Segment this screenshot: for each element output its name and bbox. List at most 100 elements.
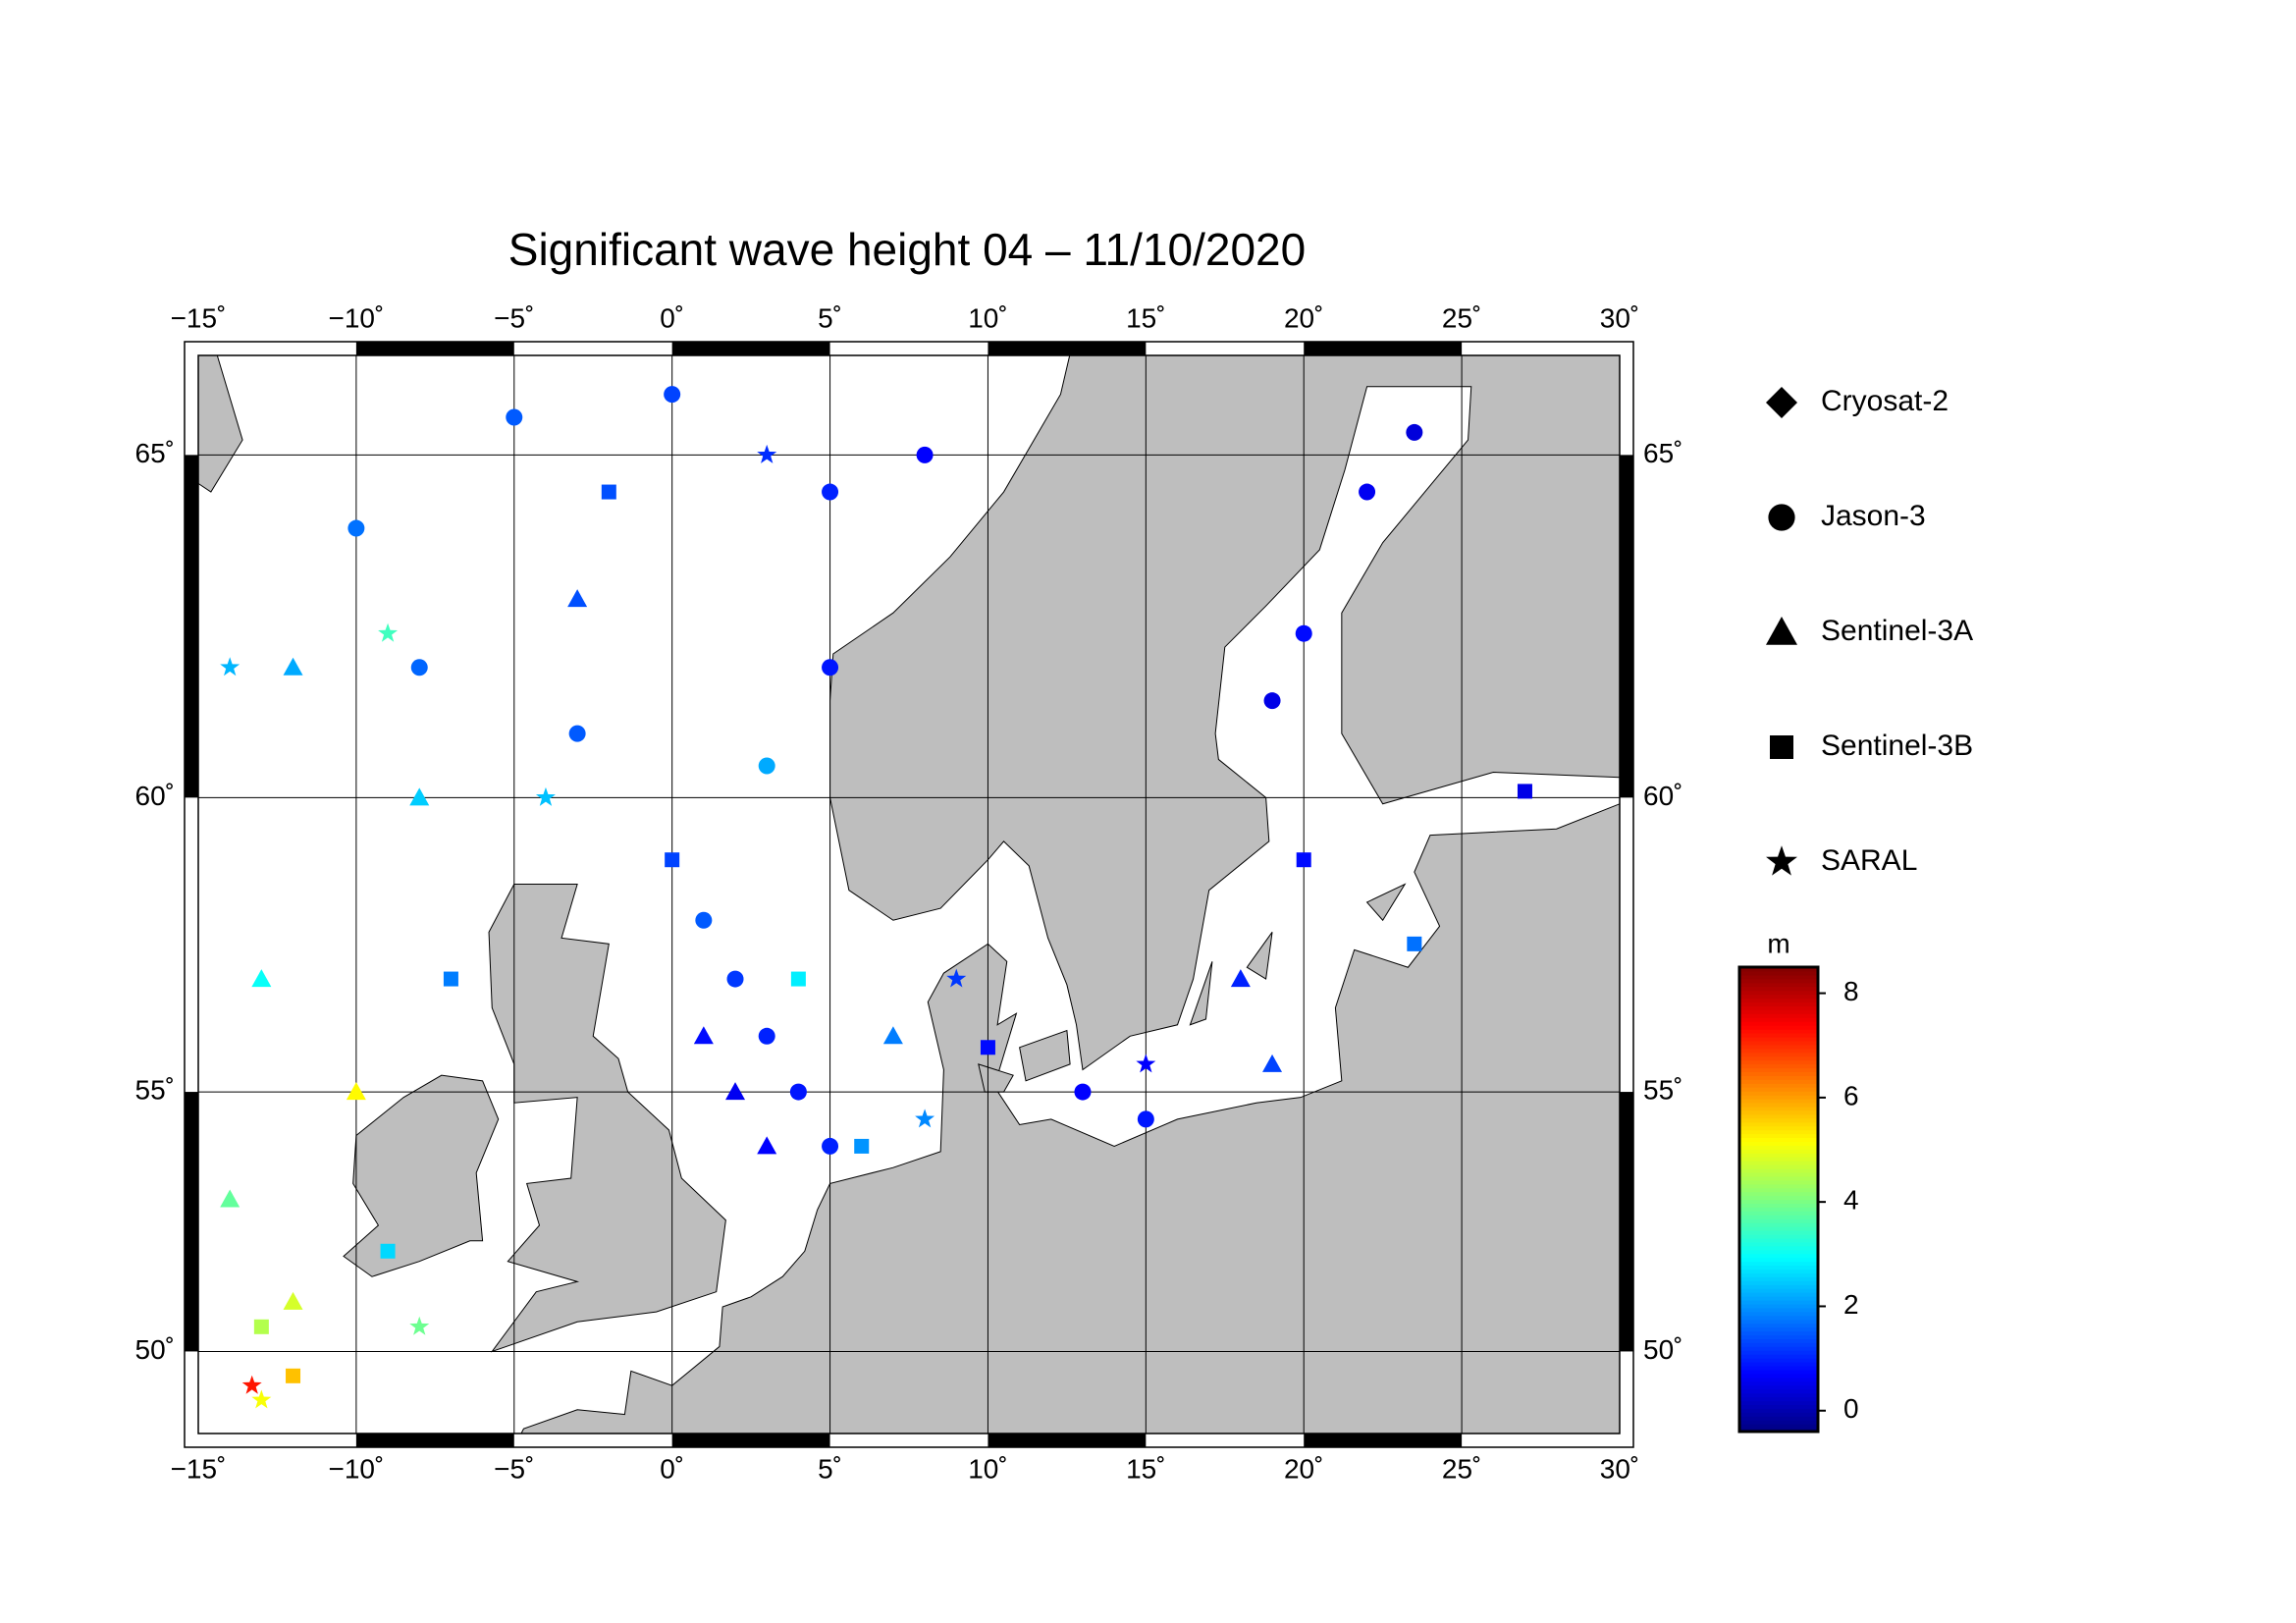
colorbar-cell	[1739, 1063, 1818, 1069]
marker	[220, 1189, 240, 1208]
colorbar-cell	[1739, 974, 1818, 980]
colorbar-cell	[1739, 1175, 1818, 1181]
legend-marker	[1766, 845, 1797, 876]
colorbar-tick-label: 8	[1843, 976, 1859, 1006]
frame-band	[355, 1434, 514, 1447]
x-tick-label: 0˚	[660, 1453, 684, 1484]
marker	[220, 657, 240, 676]
marker	[283, 1291, 303, 1310]
x-tick-label: 15˚	[1126, 1453, 1165, 1484]
colorbar-cell	[1739, 1420, 1818, 1425]
colorbar-cell	[1739, 1079, 1818, 1084]
x-tick-label: 30˚	[1600, 302, 1639, 333]
marker	[1296, 852, 1311, 868]
marker	[790, 971, 806, 987]
colorbar-cell	[1739, 1373, 1818, 1379]
colorbar-cell	[1739, 1303, 1818, 1309]
legend-label: Cryosat-2	[1821, 385, 1949, 417]
marker	[251, 1389, 272, 1409]
colorbar-cell	[1739, 1416, 1818, 1421]
x-tick-label: −15˚	[171, 302, 227, 333]
colorbar-cell	[1739, 1199, 1818, 1205]
colorbar-cell	[1739, 1377, 1818, 1382]
colorbar-cell	[1739, 1029, 1818, 1034]
y-tick-label: 55˚	[135, 1074, 175, 1105]
frame-band	[185, 455, 198, 798]
x-tick-label: 20˚	[1284, 1453, 1323, 1484]
legend-label: Sentinel-3B	[1821, 730, 1973, 762]
colorbar-cell	[1739, 1315, 1818, 1321]
x-tick-label: 20˚	[1284, 302, 1323, 333]
colorbar-tick-label: 4	[1843, 1185, 1859, 1216]
marker	[346, 1082, 366, 1101]
colorbar-cell	[1739, 1241, 1818, 1247]
y-tick-label: 60˚	[135, 781, 175, 811]
marker	[757, 1136, 777, 1155]
colorbar-cell	[1739, 1280, 1818, 1285]
colorbar-cell	[1739, 1392, 1818, 1398]
colorbar-cell	[1739, 1117, 1818, 1123]
colorbar-cell	[1739, 1099, 1818, 1104]
colorbar-cell	[1739, 1109, 1818, 1115]
colorbar-cell	[1739, 1203, 1818, 1208]
colorbar-cell	[1739, 1296, 1818, 1301]
marker	[789, 1083, 807, 1101]
colorbar-cell	[1739, 994, 1818, 1000]
y-tick-label: 65˚	[135, 438, 175, 468]
colorbar-cell	[1739, 1013, 1818, 1018]
colorbar-cell	[1739, 1137, 1818, 1142]
frame-band	[671, 342, 830, 355]
colorbar-cell	[1739, 1052, 1818, 1057]
colorbar-cell	[1739, 1307, 1818, 1313]
marker	[535, 786, 556, 806]
colorbar-cell	[1739, 1326, 1818, 1332]
legend-label: Jason-3	[1821, 500, 1926, 532]
colorbar-cell	[1739, 970, 1818, 976]
marker	[241, 1375, 262, 1394]
colorbar-cell	[1739, 998, 1818, 1003]
colorbar-cell	[1739, 1071, 1818, 1076]
colorbar-cell	[1739, 1428, 1818, 1433]
marker	[410, 659, 428, 676]
marker	[946, 968, 967, 988]
legend-marker	[1768, 504, 1795, 531]
colorbar-tick-label: 2	[1843, 1289, 1859, 1320]
legend-marker	[1766, 387, 1797, 418]
x-tick-label: 0˚	[660, 302, 684, 333]
land	[1365, 883, 1407, 922]
colorbar-cell	[1739, 1253, 1818, 1259]
x-tick-label: 25˚	[1442, 302, 1481, 333]
marker	[695, 911, 713, 929]
marker	[1263, 692, 1281, 710]
colorbar-cell	[1739, 1044, 1818, 1050]
marker	[758, 757, 775, 775]
colorbar-cell	[1739, 1261, 1818, 1267]
colorbar-cell	[1739, 1222, 1818, 1227]
x-tick-label: 10˚	[968, 302, 1007, 333]
marker	[1295, 624, 1312, 642]
map-border	[197, 354, 1621, 1434]
colorbar-cell	[1739, 1001, 1818, 1007]
x-tick-label: −10˚	[328, 302, 384, 333]
land	[1189, 961, 1213, 1026]
marker	[568, 725, 586, 742]
marker	[693, 1026, 714, 1045]
frame-band	[185, 1092, 198, 1352]
marker	[1074, 1083, 1092, 1101]
legend-label: SARAL	[1821, 844, 1917, 877]
marker	[758, 1027, 775, 1045]
marker	[916, 446, 934, 463]
marker	[1406, 423, 1423, 441]
colorbar-cell	[1739, 1095, 1818, 1100]
marker	[664, 386, 681, 404]
colorbar-tick-label: 0	[1843, 1393, 1859, 1424]
colorbar-cell	[1739, 1288, 1818, 1293]
marker	[725, 1082, 746, 1101]
colorbar-cell	[1739, 1350, 1818, 1355]
colorbar-cell	[1739, 1207, 1818, 1212]
frame-band	[1304, 1434, 1463, 1447]
colorbar-cell	[1739, 1226, 1818, 1231]
colorbar-cell	[1739, 1167, 1818, 1173]
colorbar-cell	[1739, 1265, 1818, 1271]
